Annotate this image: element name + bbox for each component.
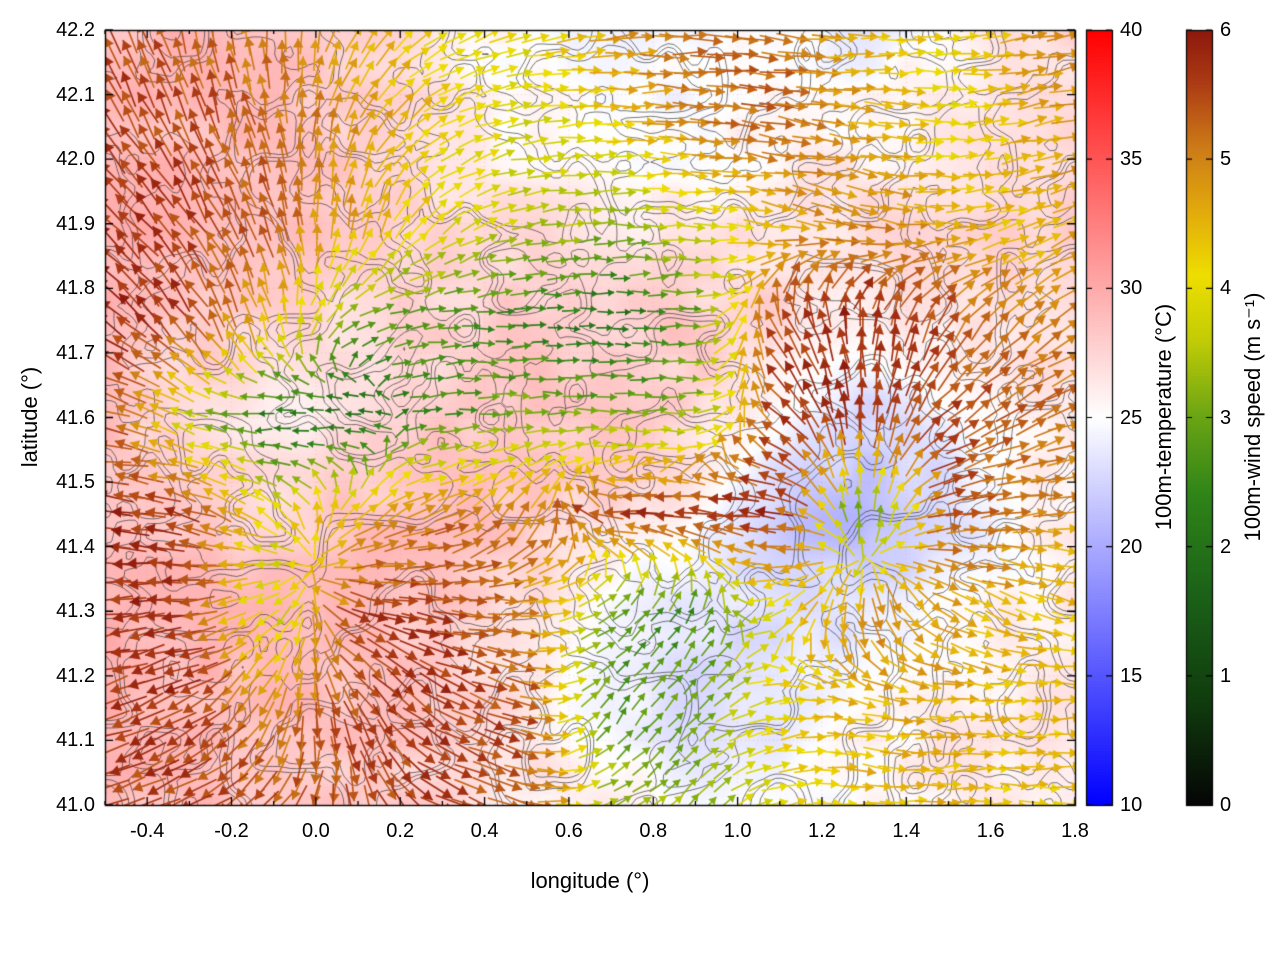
x-tick-label: 0.8 (639, 820, 668, 842)
x-axis-label: longitude (°) (530, 868, 650, 893)
x-tick-label: 0.0 (301, 820, 330, 842)
temperature-colorbar-tick-label: 40 (1120, 19, 1143, 41)
x-tick-label: 1.0 (723, 820, 752, 842)
x-tick-label: 1.4 (892, 820, 921, 842)
y-tick-label: 41.3 (56, 600, 95, 623)
y-tick-label: 42.2 (56, 19, 95, 41)
y-tick-label: 41.5 (56, 471, 95, 494)
x-tick-label: 0.2 (386, 820, 415, 842)
wind-speed-colorbar-tick-label: 3 (1220, 406, 1232, 429)
y-tick-label: 41.1 (56, 729, 95, 752)
wind-speed-colorbar-tick-label: 6 (1220, 19, 1232, 41)
y-tick-label: 42.1 (56, 83, 95, 106)
y-tick-label: 41.7 (56, 341, 95, 364)
temperature-colorbar-tick-label: 25 (1120, 406, 1143, 429)
temperature-colorbar-tick-label: 30 (1120, 277, 1143, 300)
x-tick-label: 0.6 (555, 820, 583, 842)
x-tick-label: -0.4 (129, 820, 165, 842)
y-tick-label: 41.4 (56, 535, 95, 558)
wind-speed-colorbar-tick-label: 1 (1220, 664, 1232, 687)
y-tick-label: 41.6 (56, 406, 95, 429)
y-tick-label: 41.9 (56, 212, 95, 235)
wind-speed-colorbar-tick-label: 4 (1220, 277, 1232, 300)
wind-speed-colorbar-tick-label: 0 (1220, 794, 1232, 816)
temperature-colorbar-tick-label: 35 (1120, 148, 1143, 171)
x-tick-label: -0.2 (214, 820, 249, 842)
y-tick-label: 42.0 (56, 148, 95, 171)
x-tick-label: 1.2 (808, 820, 836, 842)
temperature-colorbar-tick-label: 20 (1120, 535, 1143, 558)
x-tick-label: 0.4 (470, 820, 499, 842)
y-tick-label: 41.2 (56, 664, 95, 687)
wind-speed-colorbar-tick-label: 2 (1220, 535, 1232, 558)
wind-speed-colorbar-tick-label: 5 (1220, 148, 1232, 171)
y-tick-label: 41.0 (56, 794, 95, 816)
x-tick-label: 1.6 (976, 820, 1005, 842)
y-tick-label: 41.8 (56, 277, 95, 300)
temperature-colorbar-tick-label: 10 (1120, 794, 1143, 816)
x-tick-label: 1.8 (1061, 820, 1089, 842)
temperature-colorbar-tick-label: 15 (1120, 664, 1143, 687)
